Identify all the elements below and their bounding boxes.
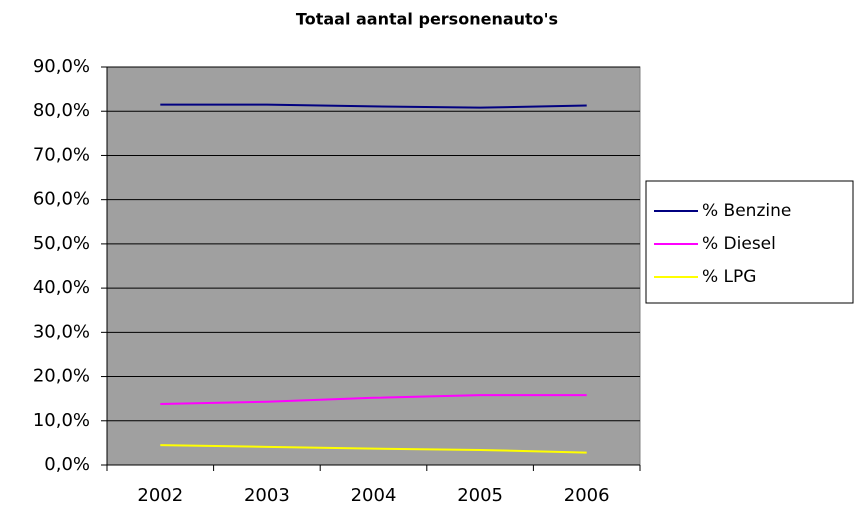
chart-title: Totaal aantal personenauto's <box>296 10 558 29</box>
y-tick-label: 0,0% <box>44 454 90 475</box>
legend-box <box>645 180 854 304</box>
y-tick-label: 20,0% <box>33 366 90 387</box>
legend-label: % Benzine <box>702 201 791 221</box>
data-line <box>160 103 587 109</box>
y-tick-label: 70,0% <box>33 144 90 165</box>
y-tick-label: 40,0% <box>33 277 90 298</box>
y-tick-label: 80,0% <box>33 100 90 121</box>
x-tick-label: 2005 <box>457 485 503 506</box>
x-tick-label: 2002 <box>137 485 183 506</box>
legend-label: % LPG <box>702 267 756 287</box>
x-tick-label: 2006 <box>564 485 610 506</box>
y-tick-label: 90,0% <box>33 56 90 77</box>
data-line <box>160 444 587 454</box>
y-tick-label: 10,0% <box>33 410 90 431</box>
x-tick-label: 2004 <box>351 485 397 506</box>
y-tick-label: 60,0% <box>33 189 90 210</box>
x-tick-label: 2003 <box>244 485 290 506</box>
y-tick-label: 50,0% <box>33 233 90 254</box>
legend-label: % Diesel <box>702 234 776 254</box>
y-tick-label: 30,0% <box>33 321 90 342</box>
plot-area <box>106 66 641 466</box>
data-line <box>160 394 587 405</box>
